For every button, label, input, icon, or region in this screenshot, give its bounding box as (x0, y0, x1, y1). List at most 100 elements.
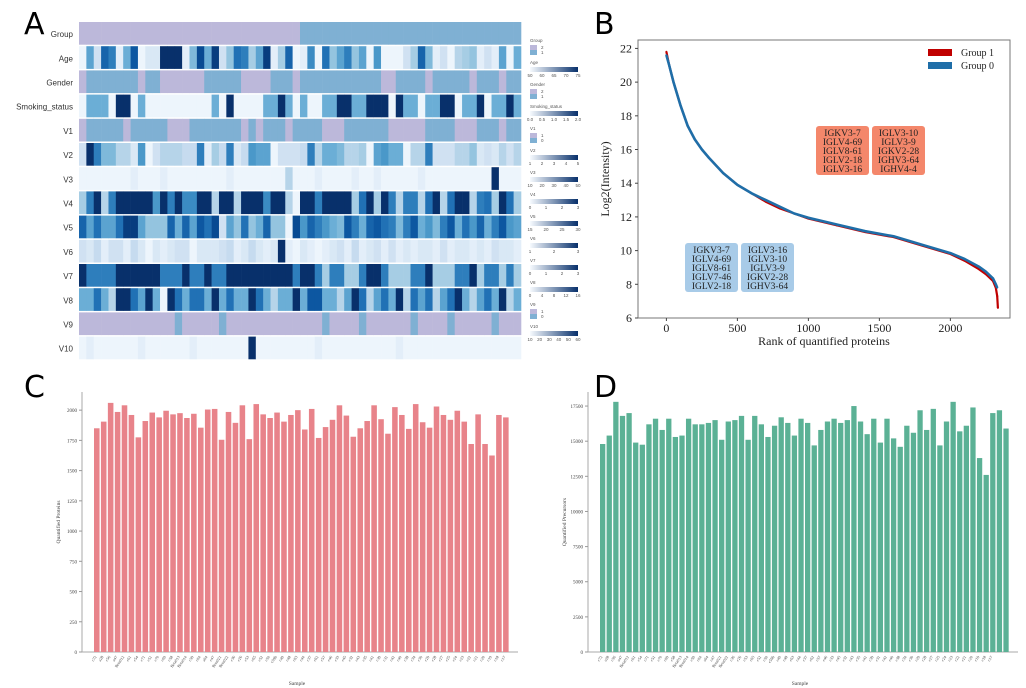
bar (232, 422, 239, 652)
legend-tick: 75 (575, 73, 581, 78)
heatmap-cell (167, 336, 176, 360)
heatmap-cell (189, 143, 198, 166)
heatmap-cell (277, 264, 286, 287)
heatmap-cell (108, 22, 117, 45)
heatmap-cell (432, 143, 441, 166)
annotation-gene: IGLV3-10 (748, 255, 787, 265)
heatmap-cell (123, 239, 131, 263)
heatmap-cell (366, 143, 374, 166)
heatmap-cell (351, 312, 360, 336)
legend-tick: 20 (539, 183, 545, 188)
heatmap-cell (108, 118, 117, 142)
heatmap-cell (469, 118, 478, 142)
heatmap-cell (403, 312, 411, 336)
data-point (996, 286, 999, 289)
heatmap-cell (292, 22, 301, 45)
heatmap-cell (160, 239, 168, 263)
legend-tick: 1 (529, 249, 532, 254)
heatmap-cell (248, 167, 257, 190)
legend-tick: 50 (566, 337, 572, 342)
heatmap-cell (218, 239, 227, 263)
heatmap-cell (152, 70, 161, 94)
annotation-gene: IGLV3-16 (823, 165, 862, 175)
heatmap-cell (513, 239, 522, 263)
bar (924, 429, 930, 652)
heatmap-cell (329, 288, 338, 311)
heatmap-cell (447, 312, 455, 336)
heatmap-cell (300, 46, 308, 69)
heatmap-cell (425, 239, 433, 263)
heatmap-cell (432, 22, 441, 45)
heatmap-cell (167, 70, 176, 94)
legend-tick: 40 (556, 337, 562, 342)
heatmap-cell (344, 191, 352, 215)
legend-tick: 15 (527, 227, 533, 232)
heatmap-cell (388, 167, 397, 190)
plot-frame (637, 39, 1011, 319)
heatmap-cell (248, 94, 257, 118)
heatmap-cell (469, 70, 478, 94)
heatmap-cell (218, 215, 227, 239)
heatmap-cell (454, 46, 463, 69)
heatmap-cell (506, 264, 514, 287)
heatmap-cell (439, 239, 448, 263)
heatmap-cell (366, 46, 374, 69)
heatmap-cell (241, 264, 249, 287)
heatmap-cell (123, 215, 131, 239)
bar (811, 445, 817, 652)
heatmap-cell (439, 191, 448, 215)
heatmap-cell (417, 264, 426, 287)
heatmap-cell (160, 288, 168, 311)
heatmap-cell (167, 118, 176, 142)
annotation-gene: IGLV8-61 (823, 147, 862, 157)
bar (778, 417, 784, 652)
heatmap-cell (498, 143, 507, 166)
heatmap-cell (447, 215, 455, 239)
heatmap-cell (130, 336, 139, 360)
heatmap-cell (388, 312, 397, 336)
data-point (920, 243, 923, 246)
bar (851, 406, 857, 652)
heatmap-cell (182, 143, 190, 166)
heatmap-cell (336, 167, 345, 190)
x-tick-label: c28 (430, 655, 437, 663)
heatmap-cell (123, 94, 131, 118)
heatmap-row-label: V8 (63, 296, 73, 305)
x-tick-label: c70 (656, 655, 663, 663)
data-point (977, 265, 980, 268)
legend-colorbar (530, 177, 578, 182)
x-tick-label: c54 (636, 655, 643, 663)
heatmap-cell (241, 167, 249, 190)
x-tick-label: c62 (312, 655, 319, 663)
heatmap-cell (425, 167, 433, 190)
y-tick-label: 1250 (67, 500, 78, 505)
legend-swatch (530, 133, 537, 138)
heatmap-cell (300, 94, 308, 118)
heatmap-cell (491, 239, 500, 263)
legend-tick: 2.0 (575, 117, 582, 122)
heatmap-cell (174, 46, 183, 69)
x-tick-label: c23 (947, 655, 954, 663)
heatmap-cell (344, 264, 352, 287)
heatmap-cell (307, 118, 316, 142)
heatmap-cell (226, 94, 234, 118)
heatmap-cell (454, 70, 463, 94)
heatmap-cell (506, 118, 514, 142)
heatmap-cell (86, 143, 95, 166)
heatmap-cell (506, 167, 514, 190)
heatmap-cell (395, 191, 404, 215)
legend-tick: 0.5 (539, 117, 546, 122)
bar (818, 429, 824, 652)
legend-tick: 0 (529, 205, 532, 210)
bar (672, 436, 679, 652)
y-axis-title: Quantified Proteins (55, 501, 62, 544)
heatmap-cell (351, 94, 360, 118)
heatmap-cell (218, 143, 227, 166)
heatmap-cell (484, 22, 492, 45)
heatmap-cell (174, 264, 183, 287)
heatmap-cell (462, 312, 470, 336)
heatmap-cell (233, 215, 242, 239)
annotation-box (872, 126, 925, 175)
heatmap-cell (447, 94, 455, 118)
x-tick-label: c52 (755, 655, 762, 663)
